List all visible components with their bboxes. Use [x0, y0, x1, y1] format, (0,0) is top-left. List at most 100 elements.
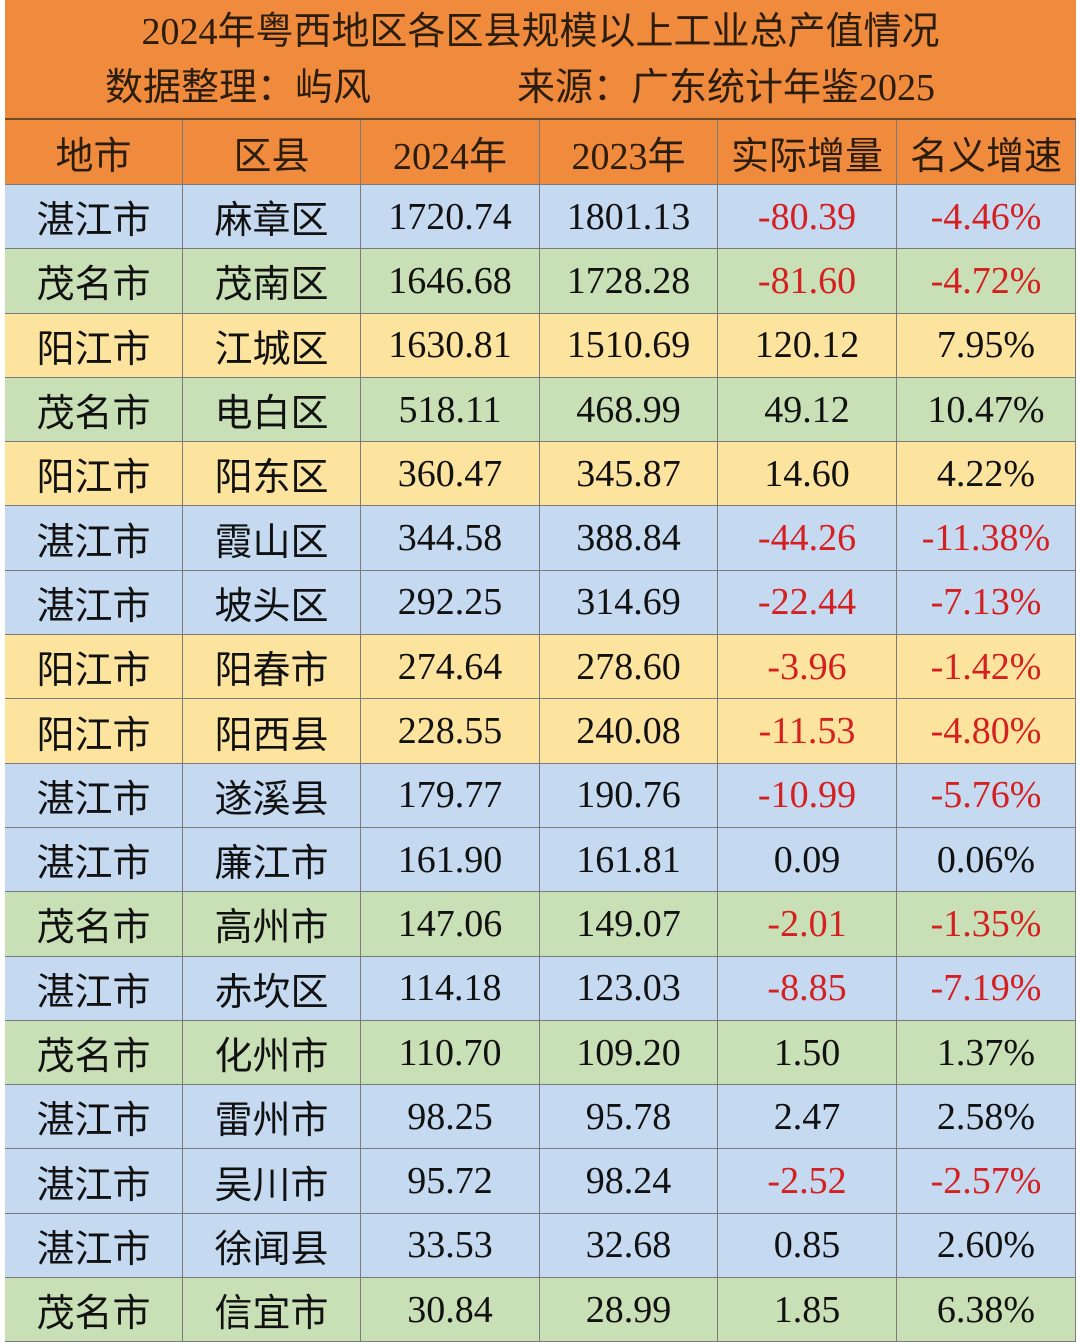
- table-cell: 茂名市: [5, 249, 183, 314]
- table-cell: 33.53: [361, 1213, 540, 1279]
- table-cell: -3.96: [718, 635, 897, 700]
- table-cell: 161.81: [540, 827, 718, 893]
- table-cell: 120.12: [718, 313, 897, 378]
- table-cell: 30.84: [361, 1278, 540, 1342]
- table-cell: 344.58: [361, 506, 540, 571]
- table-cell: 江城区: [183, 313, 361, 378]
- table-cell: 霞山区: [183, 506, 361, 571]
- table-cell: 110.70: [361, 1020, 540, 1086]
- table-cell: 1801.13: [540, 185, 718, 250]
- table-cell: -2.52: [718, 1149, 897, 1214]
- table-cell: 茂名市: [5, 1278, 183, 1342]
- table-cell: 1.37%: [897, 1020, 1076, 1086]
- table-cell: -81.60: [718, 249, 897, 314]
- table-cell: 湛江市: [5, 956, 183, 1021]
- column-header: 实际增量: [718, 120, 897, 185]
- table-cell: -10.99: [718, 763, 897, 828]
- table-cell: 吴川市: [183, 1149, 361, 1214]
- table-cell: 7.95%: [897, 313, 1076, 378]
- table-cell: 湛江市: [5, 1213, 183, 1279]
- table-cell: 240.08: [540, 699, 718, 764]
- table-cell: 湛江市: [5, 1085, 183, 1150]
- table-cell: 98.24: [540, 1149, 718, 1214]
- table-cell: 电白区: [183, 377, 361, 443]
- table-cell: -80.39: [718, 185, 897, 250]
- column-header: 区县: [183, 120, 361, 185]
- table-cell: -7.19%: [897, 956, 1076, 1021]
- column-header: 名义增速: [897, 120, 1076, 185]
- table-cell: 阳江市: [5, 442, 183, 507]
- table-cell: 10.47%: [897, 377, 1076, 443]
- subtitle: 来源：广东统计年鉴2025: [517, 67, 936, 109]
- table-cell: 1.85: [718, 1278, 897, 1342]
- table-cell: -4.80%: [897, 699, 1076, 764]
- table: 地市 区县 2024年 2023年 实际增量 名义增速 湛江市 麻章区 1720.74 1801.…: [5, 120, 1076, 1342]
- title: 2024年粤西地区各区县规模以上工业总产值情况: [141, 11, 940, 53]
- table-cell: 98.25: [361, 1085, 540, 1150]
- table-cell: 1720.74: [361, 185, 540, 250]
- table-cell: -4.72%: [897, 249, 1076, 314]
- table-cell: 314.69: [540, 570, 718, 636]
- table-cell: 147.06: [361, 892, 540, 957]
- table-cell: 信宜市: [183, 1278, 361, 1342]
- table-cell: 0.85: [718, 1213, 897, 1279]
- table-cell: 湛江市: [5, 506, 183, 571]
- table-cell: 468.99: [540, 377, 718, 443]
- table-cell: 湛江市: [5, 570, 183, 636]
- table-cell: 161.90: [361, 827, 540, 893]
- table-cell: 4.22%: [897, 442, 1076, 507]
- table-cell: 2.58%: [897, 1085, 1076, 1150]
- table-cell: 廉江市: [183, 827, 361, 893]
- table-cell: 0.06%: [897, 827, 1076, 893]
- table-cell: 湛江市: [5, 763, 183, 828]
- table-cell: 2.60%: [897, 1213, 1076, 1279]
- table-cell: -8.85: [718, 956, 897, 1021]
- table-cell: 茂名市: [5, 1020, 183, 1086]
- table-cell: 茂名市: [5, 377, 183, 443]
- table-cell: 1646.68: [361, 249, 540, 314]
- table-cell: 1510.69: [540, 313, 718, 378]
- column-header: 2024年: [361, 120, 540, 185]
- table-cell: 湛江市: [5, 185, 183, 250]
- table-cell: 109.20: [540, 1020, 718, 1086]
- table-cell: 1.50: [718, 1020, 897, 1086]
- table-cell: 麻章区: [183, 185, 361, 250]
- table-cell: 388.84: [540, 506, 718, 571]
- table-cell: 阳东区: [183, 442, 361, 507]
- table-cell: -22.44: [718, 570, 897, 636]
- table-cell: 雷州市: [183, 1085, 361, 1150]
- table-cell: 278.60: [540, 635, 718, 700]
- table-cell: 赤坎区: [183, 956, 361, 1021]
- table-cell: 阳江市: [5, 635, 183, 700]
- table-cell: 1728.28: [540, 249, 718, 314]
- table-cell: -1.35%: [897, 892, 1076, 957]
- table-cell: -1.42%: [897, 635, 1076, 700]
- table-cell: 湛江市: [5, 1149, 183, 1214]
- table-cell: 阳春市: [183, 635, 361, 700]
- subtitle: 数据整理：屿风: [105, 67, 372, 109]
- table-cell: 95.78: [540, 1085, 718, 1150]
- table-cell: 14.60: [718, 442, 897, 507]
- table-cell: -11.38%: [897, 506, 1076, 571]
- table-cell: 6.38%: [897, 1278, 1076, 1342]
- table-cell: 2.47: [718, 1085, 897, 1150]
- title-block: 2024年粤西地区各区县规模以上工业总产值情况 数据整理：屿风 来源：广东统计年…: [5, 0, 1076, 120]
- table-cell: 292.25: [361, 570, 540, 636]
- table-cell: -2.01: [718, 892, 897, 957]
- table-cell: 高州市: [183, 892, 361, 957]
- table-cell: 123.03: [540, 956, 718, 1021]
- table-cell: 228.55: [361, 699, 540, 764]
- table-cell: 湛江市: [5, 827, 183, 893]
- table-cell: -7.13%: [897, 570, 1076, 636]
- table-cell: 190.76: [540, 763, 718, 828]
- table-cell: 阳西县: [183, 699, 361, 764]
- table-cell: -44.26: [718, 506, 897, 571]
- table-cell: 阳江市: [5, 699, 183, 764]
- column-header: 2023年: [540, 120, 718, 185]
- table-cell: 360.47: [361, 442, 540, 507]
- table-cell: 274.64: [361, 635, 540, 700]
- table-cell: -5.76%: [897, 763, 1076, 828]
- table-cell: 茂南区: [183, 249, 361, 314]
- table-cell: 0.09: [718, 827, 897, 893]
